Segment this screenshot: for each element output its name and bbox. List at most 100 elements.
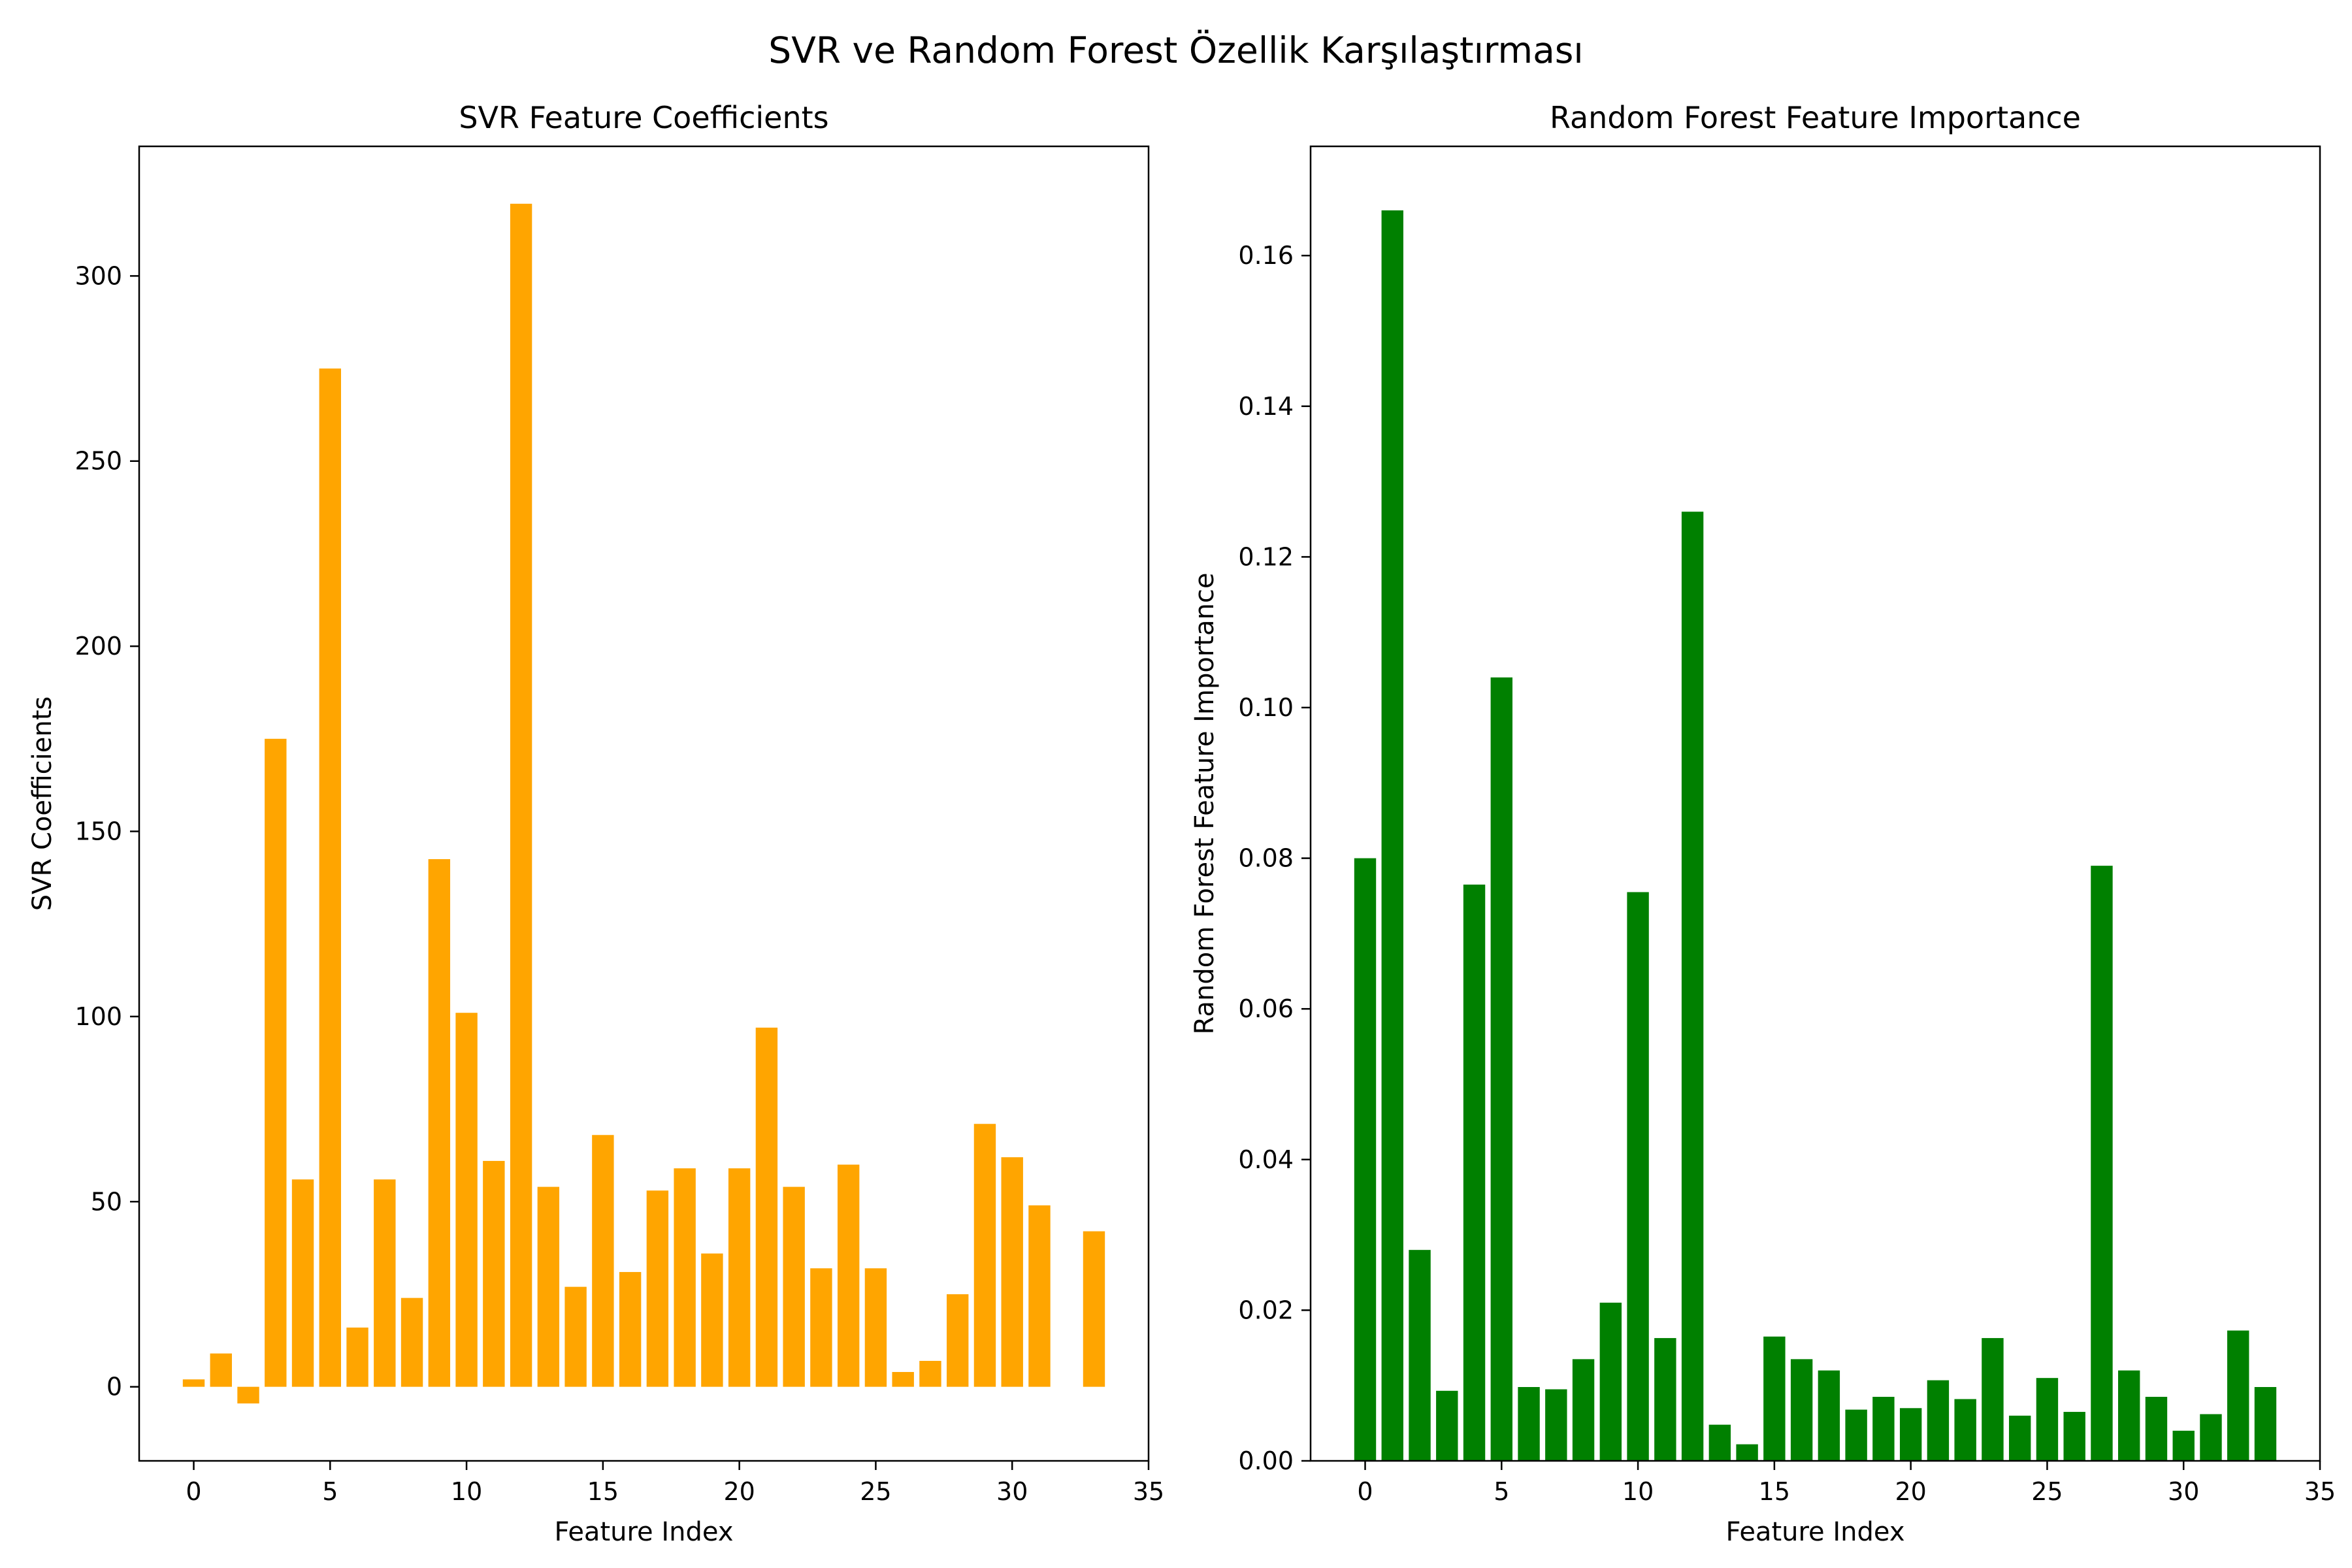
rf-bar-5: [1490, 677, 1512, 1461]
rf-y-tick-label: 0.12: [1238, 542, 1294, 571]
rf-bar-24: [2008, 1415, 2031, 1461]
rf-bar-23: [1982, 1338, 2004, 1461]
svr-bar-12: [510, 203, 532, 1387]
rf-x-ticks: 0 5 10 15 20 25 30 35: [1357, 1461, 2336, 1506]
rf-bar-6: [1518, 1387, 1540, 1461]
rf-y-tick-label: 0.10: [1238, 693, 1294, 722]
rf-bars: [1354, 210, 2277, 1461]
rf-y-ticks: 0.00 0.02 0.04 0.06 0.08 0.10 0.12 0.14 0.16: [1238, 241, 1311, 1475]
rf-y-tick-label: 0.14: [1238, 392, 1294, 421]
rf-y-tick-label: 0.16: [1238, 241, 1294, 270]
rf-bar-31: [2200, 1414, 2222, 1461]
rf-bar-29: [2145, 1396, 2168, 1461]
rf-x-tick-label: 25: [2031, 1477, 2063, 1506]
svr-bar-13: [537, 1186, 560, 1387]
rf-bar-16: [1790, 1359, 1813, 1461]
svr-bar-28: [947, 1294, 969, 1387]
rf-bar-19: [1872, 1396, 1895, 1461]
svr-bar-23: [810, 1268, 832, 1387]
rf-bar-13: [1708, 1424, 1731, 1461]
svr-bar-6: [346, 1327, 368, 1387]
svr-y-ticks: 0 50 100 150 200 250 300: [74, 261, 139, 1401]
rf-bar-2: [1409, 1250, 1431, 1461]
rf-x-tick-label: 5: [1494, 1477, 1509, 1506]
svr-bar-14: [564, 1286, 587, 1387]
svr-x-tick-label: 25: [860, 1477, 891, 1506]
svr-bar-29: [973, 1124, 996, 1387]
rf-bar-10: [1627, 892, 1649, 1461]
rf-bar-14: [1736, 1444, 1758, 1461]
rf-bar-8: [1572, 1359, 1595, 1461]
svr-y-tick-label: 0: [106, 1373, 122, 1401]
svr-bar-17: [646, 1190, 669, 1387]
svr-bar-30: [1001, 1157, 1023, 1387]
rf-bar-26: [2063, 1412, 2085, 1461]
rf-bar-11: [1654, 1338, 1676, 1461]
svr-bar-16: [619, 1271, 642, 1387]
rf-bar-4: [1463, 884, 1486, 1461]
rf-bar-22: [1954, 1399, 1976, 1461]
rf-y-tick-label: 0.08: [1238, 844, 1294, 873]
svr-coefficients-chart: 0 5 10 15 20 25 30 35 0 50 100 150 200 250 300 SVR Fe…: [27, 100, 1164, 1547]
svr-x-axis-label: Feature Index: [555, 1517, 734, 1547]
svr-bar-1: [210, 1353, 232, 1387]
svr-bar-0: [182, 1379, 205, 1387]
rf-y-tick-label: 0.06: [1238, 994, 1294, 1023]
svr-bar-19: [701, 1253, 723, 1387]
rf-x-tick-label: 0: [1357, 1477, 1373, 1506]
svr-bar-5: [319, 368, 341, 1387]
rf-importance-chart: 0 5 10 15 20 25 30 35 0.000.020.040.060.080.100…: [1190, 100, 2336, 1547]
rf-x-tick-label: 10: [1622, 1477, 1654, 1506]
svr-x-tick-label: 30: [996, 1477, 1028, 1506]
svr-y-axis-label: SVR Coefficients: [27, 696, 57, 911]
rf-bar-28: [2118, 1370, 2140, 1461]
svr-bar-11: [483, 1160, 505, 1387]
rf-x-tick-label: 30: [2168, 1477, 2199, 1506]
svr-bar-26: [892, 1371, 914, 1387]
svr-bar-25: [864, 1268, 887, 1387]
svr-chart-title: SVR Feature Coefficients: [459, 100, 828, 135]
svr-bar-18: [674, 1168, 696, 1387]
rf-bar-17: [1818, 1370, 1840, 1461]
svr-x-tick-label: 10: [451, 1477, 482, 1506]
svr-x-tick-label: 5: [322, 1477, 338, 1506]
rf-bar-15: [1763, 1336, 1786, 1461]
rf-x-axis-label: Feature Index: [1726, 1517, 1905, 1547]
figure-suptitle: SVR ve Random Forest Özellik Karşılaştır…: [768, 29, 1583, 71]
rf-bar-20: [1899, 1408, 1922, 1461]
svr-bar-9: [428, 859, 451, 1387]
svr-bar-24: [837, 1164, 860, 1387]
svr-bar-31: [1028, 1205, 1051, 1387]
svr-x-ticks: 0 5 10 15 20 25 30 35: [186, 1461, 1164, 1506]
rf-bar-21: [1927, 1380, 1950, 1461]
rf-bar-27: [2091, 866, 2113, 1461]
svr-bar-8: [400, 1298, 423, 1387]
rf-bar-33: [2254, 1387, 2277, 1461]
svr-bar-27: [919, 1360, 941, 1387]
svr-bar-22: [783, 1186, 805, 1387]
rf-y-tick-label: 0.00: [1238, 1446, 1294, 1475]
rf-x-tick-label: 15: [1759, 1477, 1790, 1506]
svr-bar-20: [728, 1168, 751, 1387]
svr-x-tick-label: 0: [186, 1477, 201, 1506]
svr-bar-3: [265, 738, 287, 1387]
rf-bar-25: [2036, 1378, 2059, 1461]
svr-y-tick-label: 250: [74, 447, 122, 476]
rf-bar-1: [1381, 210, 1403, 1461]
svr-x-tick-label: 20: [723, 1477, 755, 1506]
rf-axes-frame: [1309, 145, 2321, 1462]
svr-bars: [182, 203, 1105, 1404]
svr-y-tick-label: 200: [74, 632, 122, 661]
rf-y-tick-label: 0.02: [1238, 1296, 1294, 1324]
svr-axes-frame: [138, 145, 1150, 1462]
svr-bar-33: [1083, 1231, 1105, 1387]
svr-bar-7: [374, 1179, 396, 1387]
rf-bar-0: [1354, 858, 1377, 1461]
rf-y-tick-label: 0.04: [1238, 1145, 1294, 1174]
rf-bar-12: [1681, 512, 1704, 1461]
svr-bar-21: [755, 1027, 778, 1387]
svr-y-tick-label: 300: [74, 261, 122, 290]
rf-bar-9: [1599, 1302, 1622, 1461]
svr-x-tick-label: 15: [587, 1477, 619, 1506]
